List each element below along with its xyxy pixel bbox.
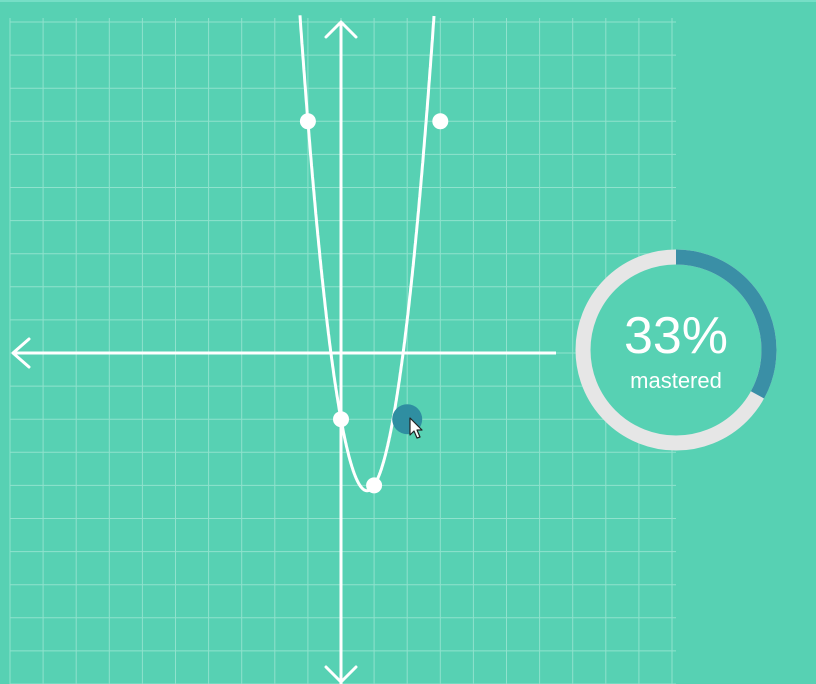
- axes: [11, 20, 556, 684]
- y-axis-up-arrow-icon: [324, 20, 358, 39]
- ring-progress: [575, 249, 777, 451]
- x-axis-left-arrow-icon: [11, 337, 31, 369]
- mastery-percent: 33%: [623, 307, 729, 365]
- curve-point[interactable]: [299, 113, 316, 130]
- curve-point[interactable]: [366, 477, 383, 494]
- curve-point[interactable]: [333, 411, 349, 428]
- top-border: [0, 0, 816, 2]
- parabola-curve: [298, 15, 436, 493]
- curve-point[interactable]: [432, 113, 449, 130]
- progress-ring-graphic: [575, 249, 777, 451]
- mastery-progress-ring: 33% mastered: [574, 248, 778, 452]
- y-axis-down-arrow-icon: [324, 665, 358, 684]
- mastery-label: mastered: [630, 368, 722, 393]
- mouse-cursor-icon: [409, 417, 423, 439]
